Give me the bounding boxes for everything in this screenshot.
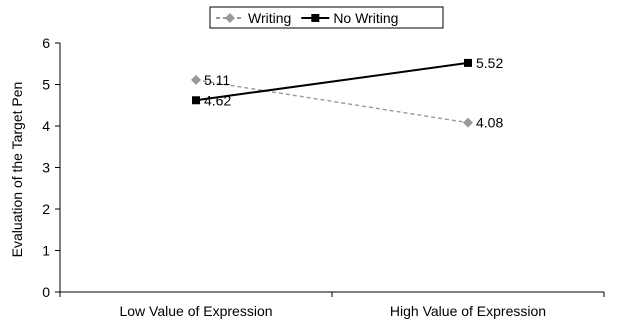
series-layer [191, 58, 473, 128]
data-label: 4.62 [204, 92, 231, 108]
y-tick-label: 5 [42, 77, 50, 93]
square-marker [464, 58, 472, 67]
series-writing [191, 74, 473, 128]
legend-label: No Writing [333, 10, 398, 26]
series-no-writing [192, 58, 472, 105]
data-label: 4.08 [476, 115, 503, 131]
y-tick-label: 0 [42, 284, 50, 300]
y-axis-title: Evaluation of the Target Pen [9, 82, 25, 258]
square-marker [192, 96, 200, 105]
diamond-marker [191, 74, 201, 85]
axes: 0 1 2 3 4 5 6 Low Value of Expression High Value… [9, 35, 605, 319]
legend: Writing No Writing [209, 6, 444, 29]
y-tick-label: 2 [42, 201, 50, 217]
y-tick-label: 6 [42, 35, 50, 51]
data-label: 5.11 [204, 72, 230, 88]
series-line [195, 79, 469, 124]
legend-square-marker [311, 14, 320, 22]
legend-diamond-marker [225, 13, 235, 23]
y-tick-label: 4 [42, 118, 50, 134]
x-tick-label: High Value of Expression [390, 303, 546, 319]
diamond-marker [463, 117, 473, 128]
legend-label: Writing [248, 10, 291, 26]
labels-layer: 5.11 4.08 4.62 5.52 [204, 55, 503, 131]
y-tick-label: 1 [42, 243, 50, 259]
series-line [195, 61, 469, 102]
y-tick-label: 3 [42, 160, 50, 176]
data-label: 5.52 [476, 55, 503, 71]
x-tick-label: Low Value of Expression [119, 303, 272, 319]
